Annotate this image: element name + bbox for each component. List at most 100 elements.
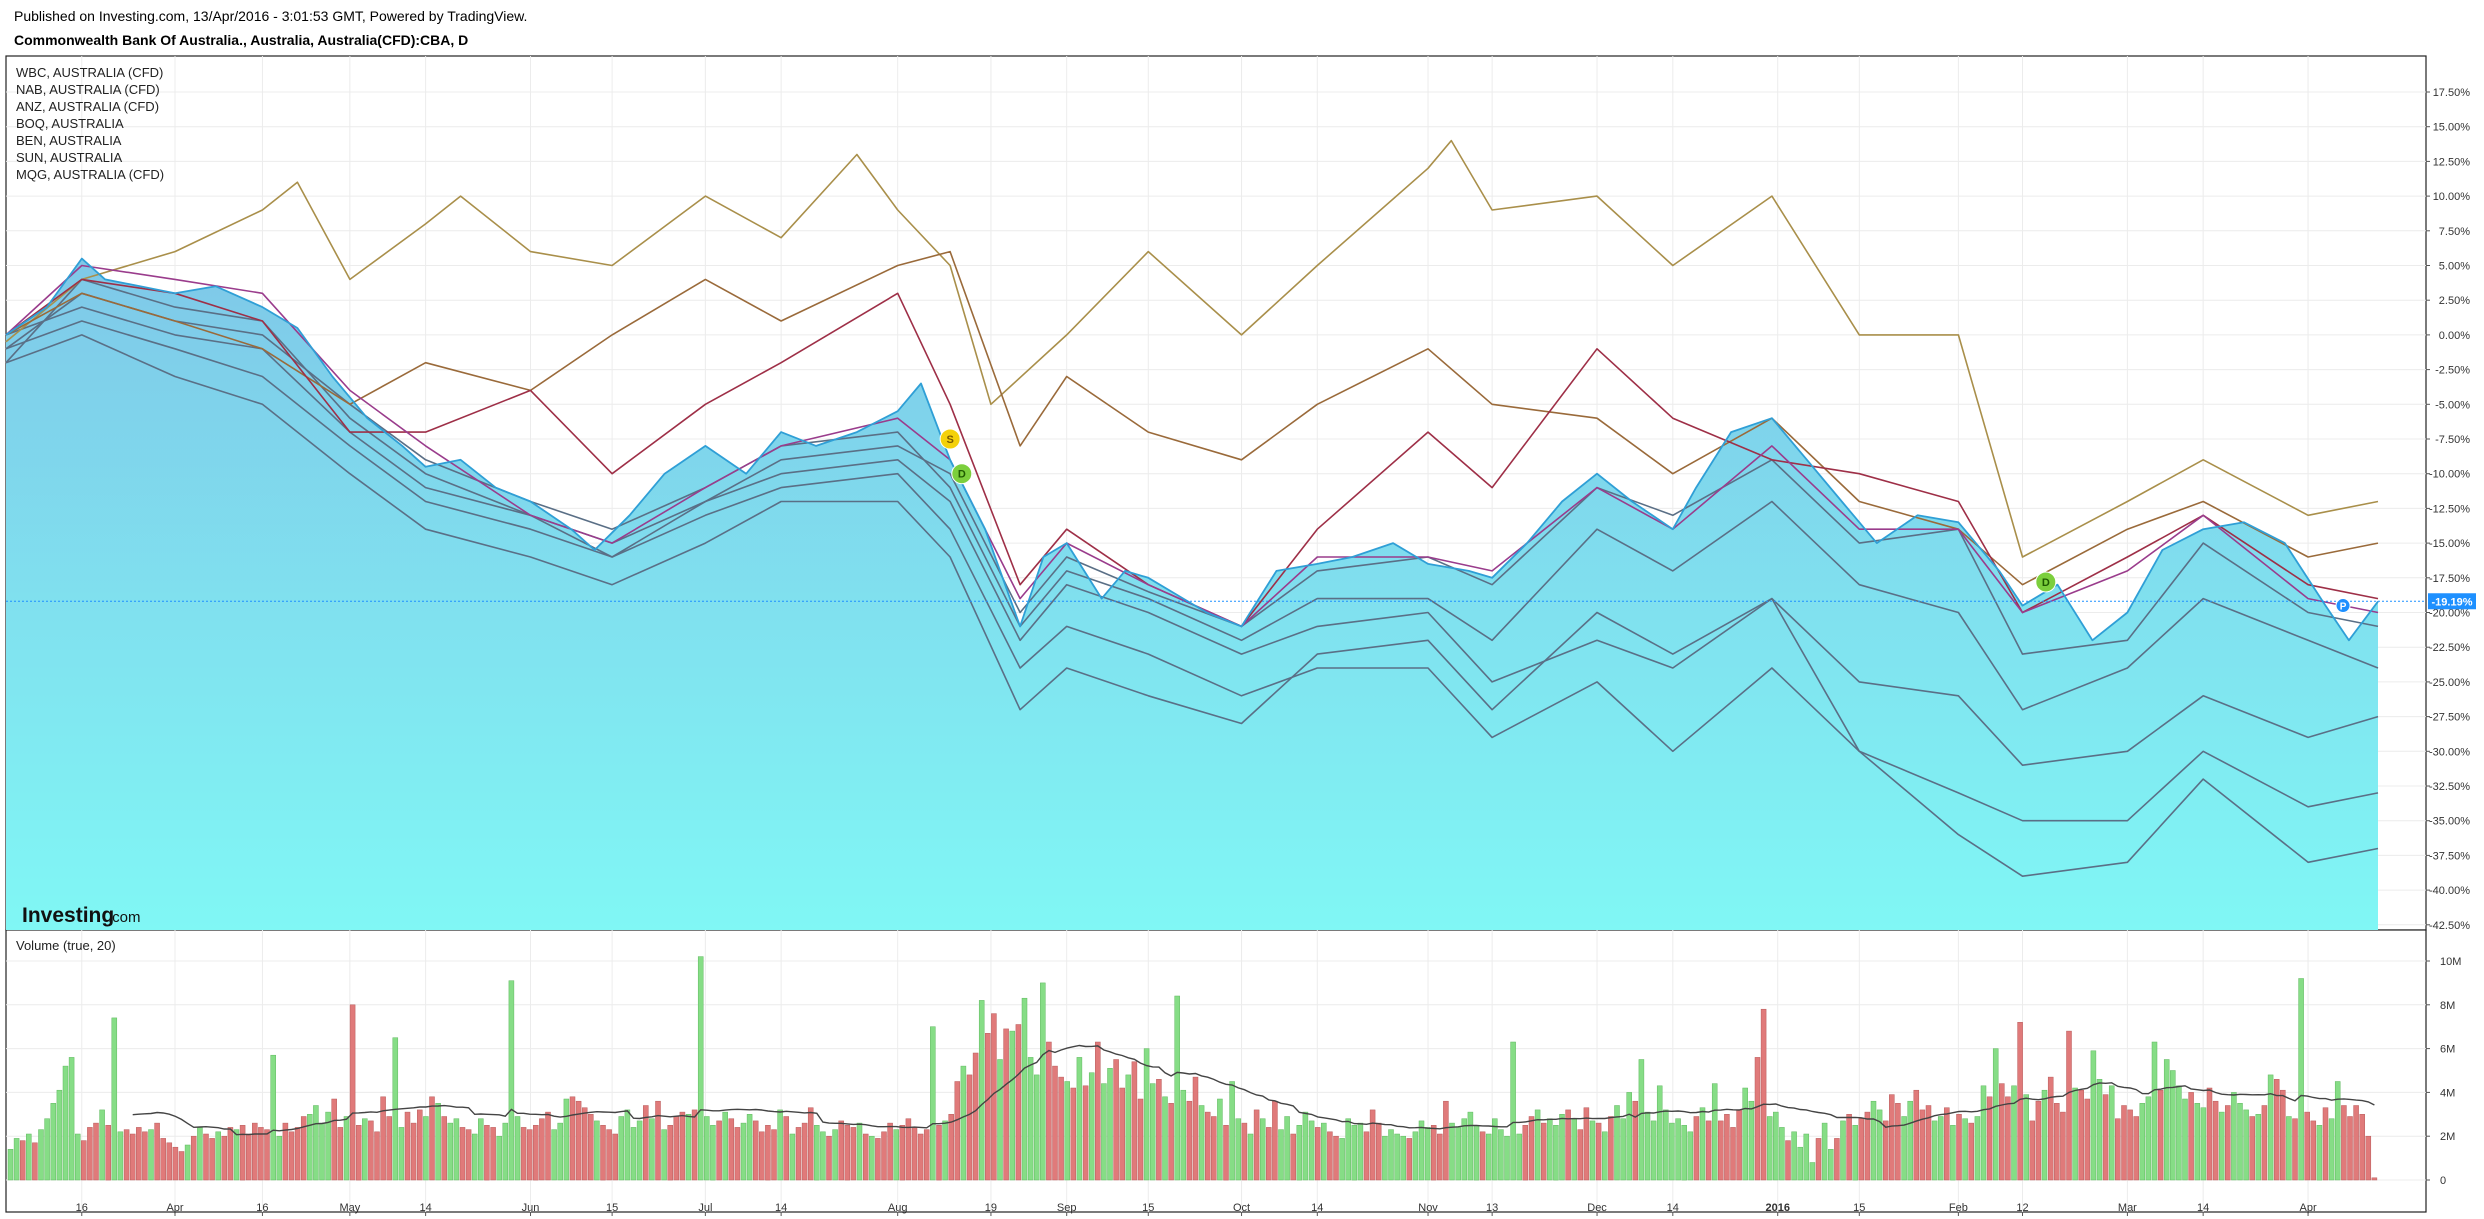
volume-bar bbox=[2127, 1109, 2133, 1181]
volume-bar bbox=[704, 1116, 710, 1181]
volume-bar bbox=[209, 1138, 215, 1181]
volume-bar bbox=[1937, 1116, 1944, 1181]
volume-bar bbox=[655, 1100, 661, 1181]
volume-bar bbox=[606, 1129, 612, 1181]
volume-bar bbox=[1027, 1057, 1034, 1181]
volume-bar bbox=[190, 1135, 197, 1181]
volume-bar bbox=[2255, 1114, 2262, 1181]
volume-bar bbox=[423, 1116, 429, 1181]
volume-bar bbox=[881, 1131, 887, 1181]
marker-current[interactable] bbox=[2335, 598, 2351, 614]
volume-bar bbox=[875, 1138, 881, 1181]
volume-bar bbox=[459, 1127, 466, 1181]
volume-bar bbox=[221, 1135, 228, 1181]
volume-bar bbox=[2225, 1105, 2231, 1181]
volume-bar bbox=[679, 1111, 686, 1181]
volume-bar bbox=[1498, 1129, 1504, 1181]
x-tick-label: Nov bbox=[1418, 1202, 1438, 1214]
x-tick-label: 14 bbox=[419, 1202, 431, 1214]
volume-bar bbox=[56, 1089, 63, 1181]
volume-bar bbox=[1443, 1100, 1449, 1181]
volume-bar bbox=[502, 1122, 509, 1181]
cba-area-fill bbox=[6, 258, 2378, 931]
y-tick-label: -12.50% bbox=[2429, 503, 2470, 515]
x-tick-label: Sep bbox=[1057, 1202, 1077, 1214]
volume-bar bbox=[691, 1109, 698, 1181]
volume-bar bbox=[636, 1120, 643, 1181]
volume-bar bbox=[1015, 1024, 1022, 1181]
volume-bar bbox=[471, 1133, 478, 1181]
volume-bar bbox=[2359, 1114, 2365, 1181]
vol-tick-label: 0 bbox=[2440, 1175, 2446, 1187]
volume-bar bbox=[2292, 1118, 2298, 1181]
volume-bar bbox=[1620, 1118, 1626, 1181]
x-axis-labels: 16 Apr 16 May 14 Jun 15 Jul 14 Aug 19 Sep 15 Oct 14 Nov… bbox=[76, 1202, 2317, 1216]
volume-bar bbox=[258, 1127, 264, 1181]
vol-tick-label: 2M bbox=[2440, 1131, 2455, 1143]
volume-bar bbox=[1302, 1111, 1309, 1181]
volume-bar bbox=[1186, 1100, 1193, 1181]
volume-bar bbox=[1345, 1118, 1351, 1181]
volume-bar bbox=[1950, 1125, 1956, 1181]
volume-bar bbox=[1241, 1122, 1248, 1181]
volume-bar bbox=[557, 1122, 563, 1181]
volume-bar bbox=[2072, 1087, 2078, 1181]
volume-bar bbox=[1461, 1118, 1468, 1181]
volume-bar bbox=[1162, 1096, 1168, 1181]
marker-dividend[interactable] bbox=[951, 463, 973, 485]
volume-bar bbox=[2060, 1111, 2066, 1181]
volume-bar bbox=[227, 1127, 234, 1181]
volume-bar bbox=[551, 1129, 557, 1181]
volume-bar bbox=[1058, 1076, 1064, 1181]
volume-bar bbox=[2286, 1116, 2292, 1181]
volume-bar bbox=[1003, 1028, 1009, 1181]
volume-bar bbox=[1308, 1120, 1315, 1181]
volume-bar bbox=[38, 1129, 44, 1181]
volume-moving-average bbox=[132, 1044, 2375, 1136]
volume-bar bbox=[1632, 1100, 1639, 1181]
volume-bar bbox=[178, 1151, 185, 1181]
y-tick-label: 15.00% bbox=[2433, 122, 2471, 134]
volume-bar bbox=[123, 1129, 130, 1181]
volume-bar bbox=[1516, 1133, 1522, 1181]
volume-bar bbox=[1913, 1089, 1920, 1181]
volume-bar bbox=[429, 1096, 435, 1181]
volume-bar bbox=[410, 1122, 417, 1181]
volume-bar bbox=[1944, 1107, 1950, 1181]
volume-bar bbox=[1638, 1059, 1645, 1181]
x-tick-label: 2016 bbox=[1765, 1202, 1789, 1214]
volume-bar bbox=[1485, 1133, 1492, 1181]
logo-sub: .com bbox=[108, 909, 141, 926]
volume-bar bbox=[1882, 1120, 1889, 1181]
current-value-badge-bg bbox=[2428, 593, 2476, 610]
volume-bar bbox=[765, 1125, 771, 1181]
volume-bar bbox=[1375, 1122, 1382, 1181]
x-tick-label: Aug bbox=[888, 1202, 908, 1214]
volume-bar bbox=[1571, 1118, 1577, 1181]
investing-logo: Investing .com bbox=[22, 904, 141, 927]
volume-bar bbox=[649, 1118, 655, 1181]
volume-bar bbox=[50, 1103, 57, 1181]
volume-bar bbox=[1113, 1059, 1119, 1181]
marker-split[interactable] bbox=[939, 428, 961, 450]
volume-bar bbox=[19, 1140, 26, 1181]
volume-bar bbox=[239, 1125, 246, 1181]
volume-bar bbox=[1382, 1135, 1388, 1181]
marker-dividend[interactable] bbox=[2035, 571, 2057, 593]
volume-bar bbox=[81, 1140, 87, 1181]
volume-bar bbox=[1259, 1118, 1266, 1181]
volume-bar bbox=[1143, 1048, 1150, 1181]
volume-bar bbox=[1363, 1131, 1370, 1181]
volume-bar bbox=[1699, 1107, 1706, 1181]
volume-bar bbox=[1840, 1120, 1846, 1181]
volume-bar bbox=[1925, 1105, 1932, 1181]
x-tick-label: May bbox=[339, 1202, 360, 1214]
volume-bar bbox=[1394, 1133, 1400, 1181]
volume-bar bbox=[2194, 1103, 2201, 1181]
volume-bar bbox=[1217, 1098, 1223, 1181]
volume-bar bbox=[1907, 1100, 1913, 1181]
volume-bar bbox=[2011, 1085, 2017, 1181]
volume-bar bbox=[575, 1100, 582, 1181]
volume-bar bbox=[991, 1013, 997, 1181]
